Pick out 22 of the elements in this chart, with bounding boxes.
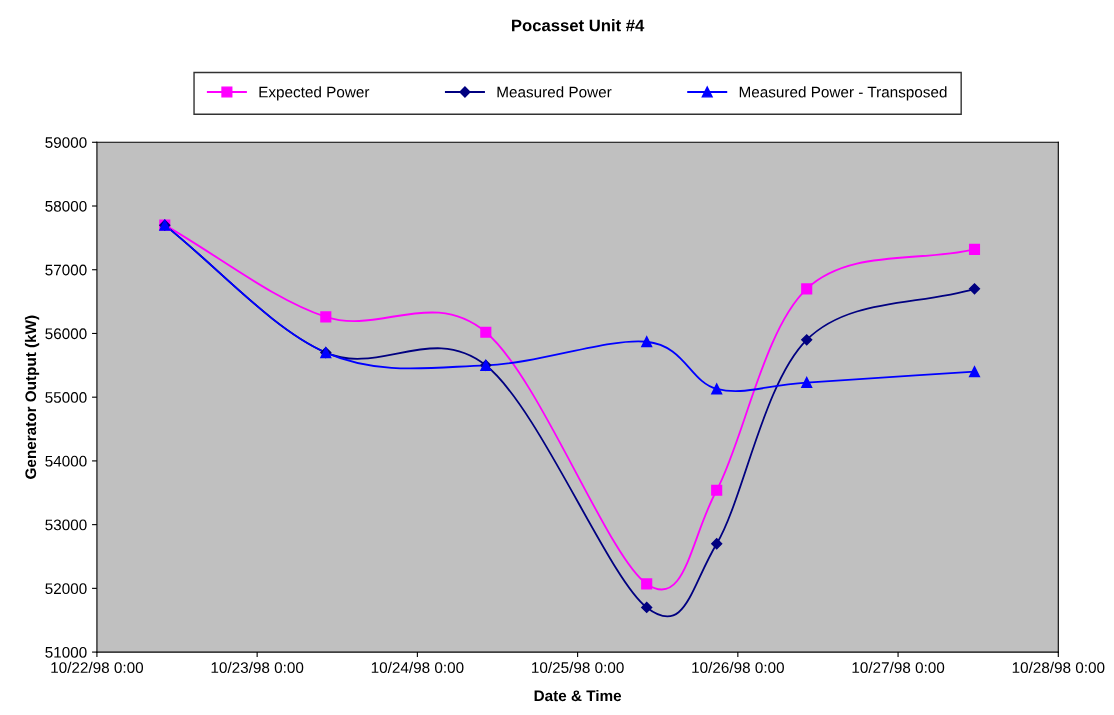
x-tick-label: 10/23/98 0:00 bbox=[211, 661, 304, 674]
chart-title: Pocasset Unit #4 bbox=[512, 19, 645, 32]
legend-label: Measured Power - Transposed bbox=[739, 86, 947, 101]
x-tick-label: 10/22/98 0:00 bbox=[51, 661, 144, 674]
x-tick-label: 10/26/98 0:00 bbox=[692, 661, 784, 674]
legend-label: Measured Power bbox=[497, 86, 612, 98]
y-axis-title: Generator Output (kW) bbox=[24, 315, 40, 479]
y-tick-label: 53000 bbox=[45, 519, 87, 531]
x-tick-label: 10/25/98 0:00 bbox=[532, 661, 624, 674]
y-tick-label: 55000 bbox=[45, 392, 87, 403]
y-tick-label: 59000 bbox=[45, 137, 87, 148]
y-tick-label: 51000 bbox=[45, 646, 87, 658]
y-tick-label: 57000 bbox=[45, 264, 87, 276]
y-tick-label: 58000 bbox=[45, 200, 87, 212]
legend-label: Expected Power bbox=[259, 86, 370, 101]
y-tick-label: 52000 bbox=[45, 583, 87, 595]
x-axis-title: Date & Time bbox=[534, 689, 622, 702]
y-tick-label: 56000 bbox=[45, 328, 87, 340]
x-tick-label: 10/27/98 0:00 bbox=[852, 661, 945, 674]
x-tick-label: 10/24/98 0:00 bbox=[371, 661, 464, 674]
y-tick-label: 54000 bbox=[45, 455, 87, 467]
x-tick-label: 10/28/98 0:00 bbox=[1012, 661, 1105, 674]
